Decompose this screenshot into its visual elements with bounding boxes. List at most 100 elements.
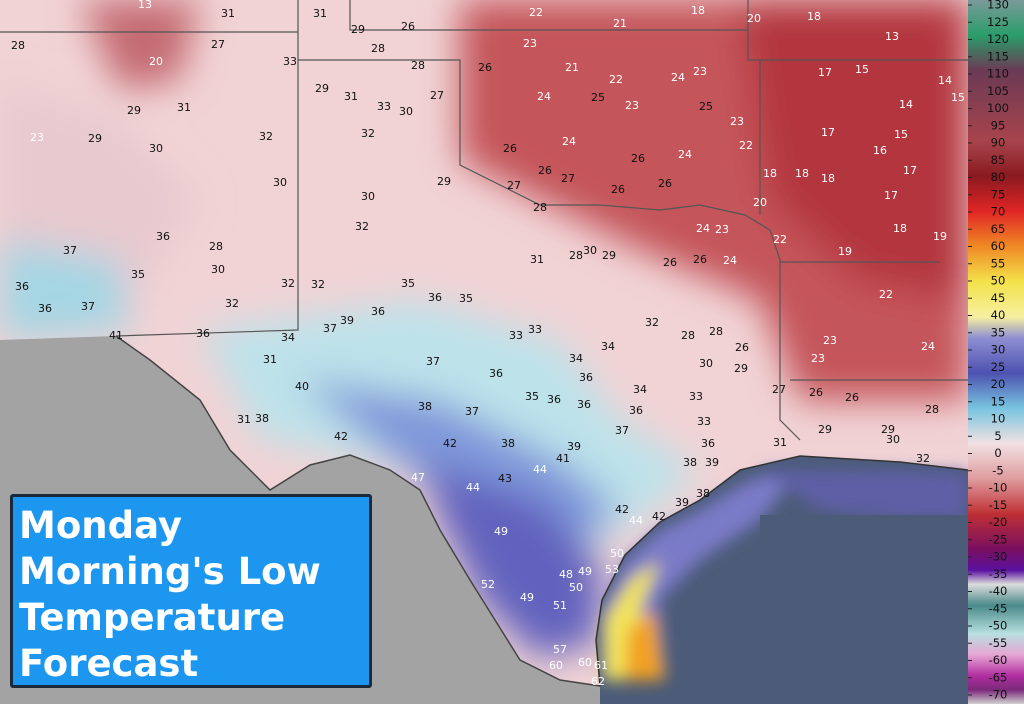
temperature-label: 26 [538,164,552,177]
temperature-label: 17 [884,189,898,202]
scale-tick-label: 0 [994,446,1001,460]
temperature-label: 23 [730,115,744,128]
temperature-label: 49 [578,565,592,578]
temperature-label: 20 [149,55,163,68]
temperature-label: 32 [225,297,239,310]
temperature-label: 29 [734,362,748,375]
temperature-label: 25 [699,100,713,113]
temperature-label: 41 [556,452,570,465]
temperature-label: 26 [478,61,492,74]
temperature-label: 31 [263,353,277,366]
temperature-label: 26 [658,177,672,190]
temperature-label: 23 [715,223,729,236]
temperature-label: 35 [401,277,415,290]
temperature-label: 62 [591,675,605,688]
temperature-label: 34 [633,383,647,396]
temperature-label: 23 [523,37,537,50]
temperature-label: 29 [881,423,895,436]
temperature-label: 19 [933,230,947,243]
temperature-label: 33 [697,415,711,428]
temperature-label: 35 [131,268,145,281]
scale-tick-label: 105 [987,84,1009,98]
temperature-label: 18 [691,4,705,17]
temperature-label: 39 [675,496,689,509]
scale-tick-label: -5 [992,463,1003,477]
temperature-label: 24 [723,254,737,267]
temperature-label: 60 [549,659,563,672]
temperature-label: 29 [351,23,365,36]
temperature-label: 29 [818,423,832,436]
temperature-label: 31 [344,90,358,103]
temperature-label: 30 [583,244,597,257]
color-scale: 1301251201151101051009590858075706560555… [968,0,1024,704]
temperature-label: 36 [701,437,715,450]
temperature-label: 25 [591,91,605,104]
temperature-label: 44 [533,463,547,476]
temperature-label: 30 [211,263,225,276]
temperature-label: 38 [501,437,515,450]
temperature-label: 32 [311,278,325,291]
temperature-label: 13 [885,30,899,43]
gulf-water-patch [760,515,968,704]
temperature-label: 26 [631,152,645,165]
border-line [298,59,801,441]
temperature-label: 37 [426,355,440,368]
scale-tick-label: 85 [991,153,1006,167]
temperature-labels: 13 31 31 22 21 18 20 18 13 28 20 27 33 29 26 28 28 23 21 22… [11,0,965,688]
temperature-label: 39 [567,440,581,453]
temperature-label: 61 [594,659,608,672]
title-box: Monday Morning's Low Temperature Forecas… [10,494,372,688]
temperature-label: 26 [503,142,517,155]
title-line: Morning's Low [19,550,321,593]
temperature-label: 28 [371,42,385,55]
scale-tick-label: 10 [991,412,1006,426]
temperature-label: 28 [209,240,223,253]
temperature-label: 14 [899,98,913,111]
temperature-label: 38 [696,487,710,500]
border-line [349,0,748,31]
temperature-label: 36 [577,398,591,411]
scale-tick-label: 120 [987,32,1009,46]
temperature-label: 29 [437,175,451,188]
temperature-label: 42 [615,503,629,516]
temperature-label: 42 [443,437,457,450]
coastline [595,455,968,687]
scale-tick-label: 20 [991,377,1006,391]
temperature-label: 27 [211,38,225,51]
temperature-label: 36 [489,367,503,380]
temperature-label: 37 [81,300,95,313]
scale-tick-label: -25 [989,532,1008,546]
temperature-label: 37 [465,405,479,418]
scale-tick-label: 75 [991,187,1006,201]
temperature-label: 26 [611,183,625,196]
temperature-label: 40 [295,380,309,393]
temperature-label: 49 [520,591,534,604]
temperature-label: 32 [361,127,375,140]
scale-tick-label: -70 [989,688,1008,702]
temperature-label: 24 [562,135,576,148]
temperature-label: 27 [561,172,575,185]
temperature-label: 30 [149,142,163,155]
scale-tick-label: 45 [991,291,1006,305]
temperature-label: 33 [377,100,391,113]
temperature-label: 50 [569,581,583,594]
temperature-label: 27 [430,89,444,102]
temperature-label: 43 [498,472,512,485]
temperature-label: 13 [138,0,152,11]
scale-tick-label: 115 [987,49,1009,63]
scale-tick-label: 110 [987,67,1009,81]
temperature-label: 37 [615,424,629,437]
temperature-label: 36 [15,280,29,293]
scale-tick-label: -65 [989,670,1008,684]
temperature-label: 26 [693,253,707,266]
temperature-label: 14 [938,74,952,87]
temperature-label: 35 [459,292,473,305]
temperature-label: 15 [951,91,965,104]
temperature-label: 47 [411,471,425,484]
temperature-label: 28 [411,59,425,72]
temperature-label: 24 [678,148,692,161]
temperature-label: 22 [529,6,543,19]
temperature-label: 31 [177,101,191,114]
